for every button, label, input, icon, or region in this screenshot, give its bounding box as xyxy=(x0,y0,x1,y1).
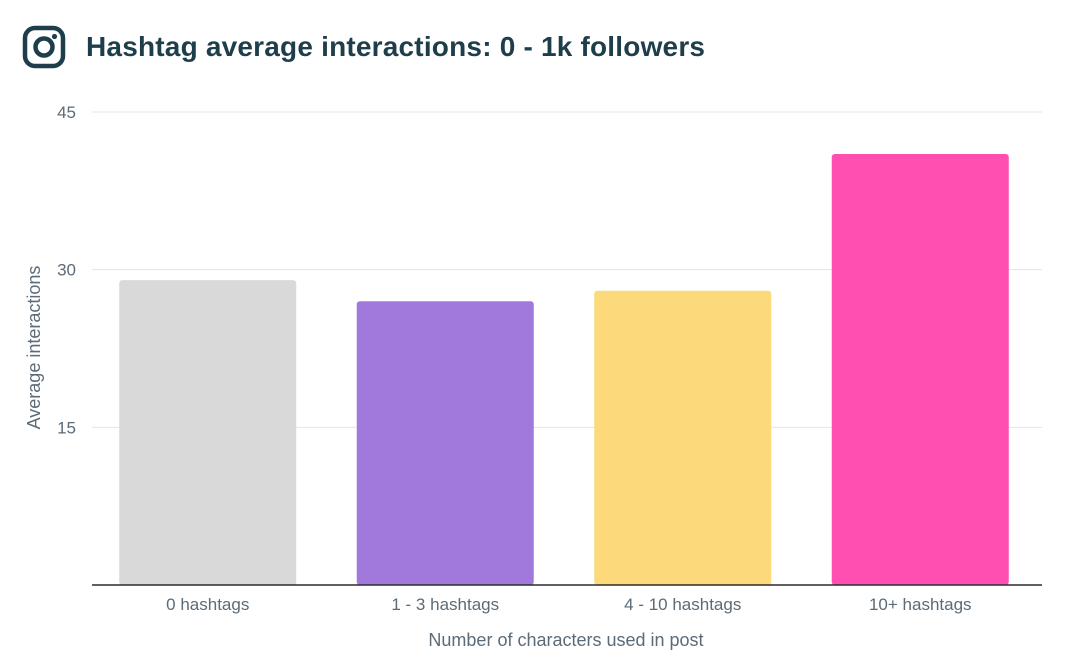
bar-1-3-hashtags xyxy=(356,301,534,585)
bars xyxy=(119,154,1009,586)
y-tick-label: 30 xyxy=(57,261,76,280)
bar-10-hashtags xyxy=(831,154,1009,586)
y-tick-label: 15 xyxy=(57,418,76,437)
y-tick-labels: 15 30 45 xyxy=(57,103,76,437)
y-tick-label: 45 xyxy=(57,103,76,122)
instagram-icon xyxy=(22,25,66,69)
chart-title: Hashtag average interactions: 0 - 1k fol… xyxy=(86,31,706,62)
chart-header: Hashtag average interactions: 0 - 1k fol… xyxy=(22,24,705,70)
x-tick-labels: 0 hashtags 1 - 3 hashtags 4 - 10 hashtags 1… xyxy=(166,595,971,614)
x-tick-label: 1 - 3 hashtags xyxy=(391,595,499,614)
bar-4-10-hashtags xyxy=(594,290,772,585)
x-tick-label: 10+ hashtags xyxy=(869,595,972,614)
bar-0-hashtags xyxy=(119,280,297,585)
x-tick-label: 0 hashtags xyxy=(166,595,249,614)
y-axis-title: Average interactions xyxy=(24,266,44,430)
x-axis-title: Number of characters used in post xyxy=(428,630,703,650)
x-tick-label: 4 - 10 hashtags xyxy=(624,595,741,614)
